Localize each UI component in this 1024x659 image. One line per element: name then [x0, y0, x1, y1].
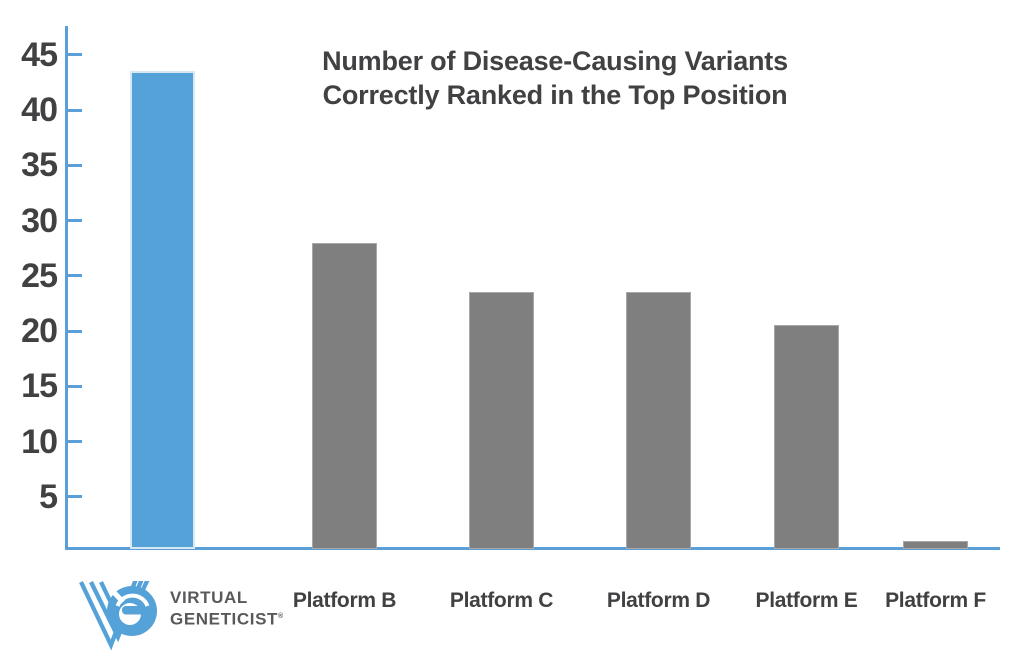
vg-logo: VIRTUAL GENETICIST®	[78, 579, 293, 655]
chart-title: Number of Disease-Causing Variants Corre…	[247, 44, 863, 112]
y-axis-tick-5	[68, 495, 82, 499]
y-axis-tick-35	[68, 163, 82, 167]
y-axis-tick-40	[68, 108, 82, 112]
y-axis-tick-15	[68, 384, 82, 388]
x-axis-label-platform-c: Platform C	[449, 589, 554, 612]
bar-virtual-geneticist	[130, 71, 195, 549]
y-axis	[65, 26, 68, 550]
x-axis-label-platform-d: Platform D	[606, 589, 711, 612]
registered-trademark-icon: ®	[278, 613, 284, 620]
y-axis-tick-10	[68, 440, 82, 443]
bar-platform-d	[626, 292, 691, 549]
y-axis-label-5: 5	[39, 477, 58, 516]
logo-g-icon	[106, 584, 157, 636]
y-axis-tick-25	[68, 274, 82, 278]
y-axis-label-15: 15	[21, 367, 58, 406]
logo-word-virtual: VIRTUAL	[170, 588, 248, 607]
chart-title-line1: Number of Disease-Causing Variants	[322, 46, 788, 76]
x-axis-label-platform-f: Platform F	[885, 589, 986, 612]
y-axis-label-30: 30	[21, 201, 58, 240]
bar-platform-c	[469, 292, 534, 549]
vg-logo-mark	[79, 581, 157, 651]
chart-title-line2: Correctly Ranked in the Top Position	[322, 80, 788, 110]
vg-logo-text: VIRTUAL GENETICIST®	[170, 588, 283, 629]
y-axis-tick-20	[68, 329, 82, 333]
y-axis-label-45: 45	[21, 35, 58, 74]
x-axis-label-platform-b: Platform B	[292, 589, 397, 612]
y-axis-label-10: 10	[21, 422, 58, 461]
x-axis-label-platform-e: Platform E	[755, 589, 858, 612]
bar-platform-b	[312, 242, 377, 549]
bar-platform-f	[903, 540, 968, 549]
y-axis-label-35: 35	[21, 146, 58, 185]
y-axis-label-40: 40	[21, 91, 58, 129]
bar-platform-e	[774, 325, 839, 549]
y-axis-label-20: 20	[21, 312, 58, 350]
y-axis-tick-45	[68, 53, 82, 57]
y-axis-label-25: 25	[21, 256, 58, 295]
y-axis-tick-30	[68, 219, 82, 222]
logo-word-geneticist: GENETICIST®	[170, 609, 284, 629]
